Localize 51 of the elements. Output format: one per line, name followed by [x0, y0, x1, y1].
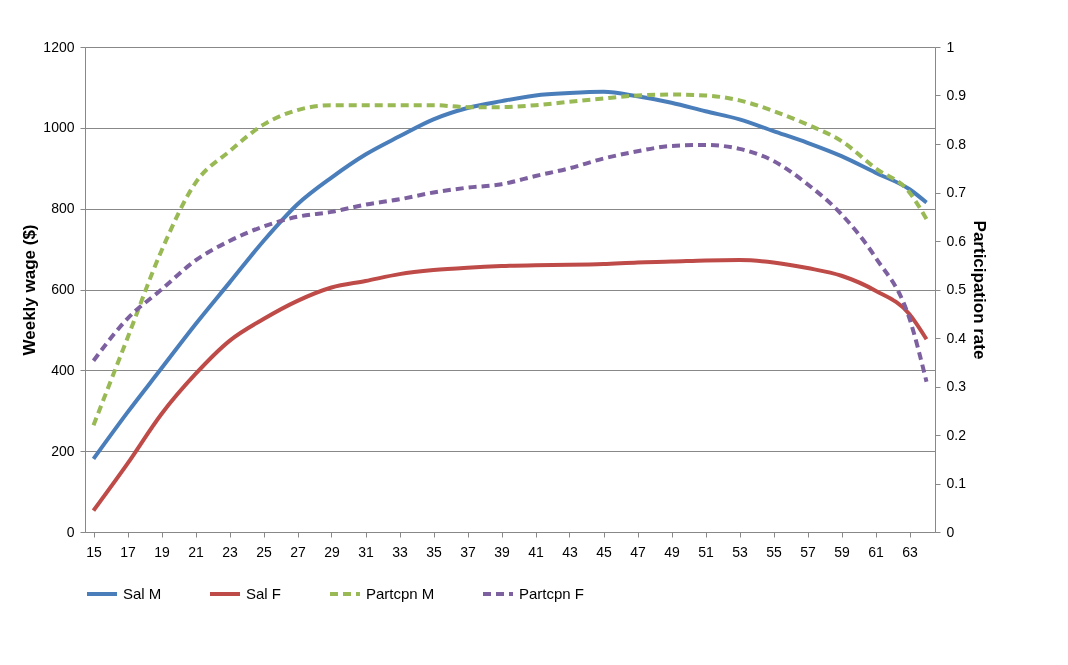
legend-label: Partcpn M [366, 585, 435, 602]
x-tick-label: 25 [256, 543, 272, 560]
x-tick-label: 41 [528, 543, 544, 560]
legend-label: Sal F [246, 585, 282, 602]
y2-tick-label: 0.3 [946, 378, 967, 394]
x-tick-label: 47 [630, 543, 646, 560]
x-tick-label: 21 [188, 543, 204, 560]
line-series [91, 142, 929, 384]
y2-tick-label: 0.7 [946, 184, 967, 200]
legend-label: Partcpn F [519, 585, 585, 602]
x-tick-label: 43 [562, 543, 578, 560]
x-tick-label: 27 [290, 543, 306, 560]
x-tick-label: 51 [698, 543, 714, 560]
y2-tick-label: 0.6 [946, 232, 967, 249]
x-tick-label: 19 [154, 543, 170, 560]
y-tick-label: 1000 [43, 119, 75, 136]
x-tick-label: 57 [800, 543, 816, 560]
y2-tick-label: 1 [946, 38, 955, 55]
x-tick-label: 37 [460, 543, 476, 560]
y-tick-label: 600 [51, 281, 75, 297]
legend-label: Sal M [123, 585, 162, 602]
x-tick-label: 59 [834, 543, 850, 560]
y2-tick-label: 0 [946, 523, 955, 540]
y-axis-title: Weekly wage ($) [20, 224, 40, 356]
y2-tick-label: 0.8 [946, 135, 967, 152]
y2-tick-label: 0.9 [946, 87, 967, 103]
x-tick-label: 39 [494, 543, 510, 560]
x-tick-label: 29 [324, 543, 340, 560]
y2-tick-label: 0.1 [946, 475, 967, 491]
y-tick-label: 1200 [43, 38, 75, 55]
x-tick-label: 49 [664, 543, 680, 560]
y-tick-label: 800 [51, 200, 75, 217]
x-tick-label: 31 [358, 543, 374, 560]
y2-tick-label: 0.4 [946, 329, 967, 346]
x-tick-label: 17 [120, 543, 136, 560]
x-tick-label: 33 [392, 543, 408, 560]
y-tick-label: 200 [51, 442, 75, 459]
x-tick-label: 63 [902, 543, 918, 560]
line-series [91, 258, 929, 513]
x-tick-label: 23 [222, 543, 238, 560]
x-tick-label: 55 [766, 543, 782, 560]
y2-tick-label: 0.5 [946, 281, 967, 297]
x-tick-label: 15 [86, 543, 102, 560]
y-tick-label: 0 [66, 523, 75, 540]
x-tick-label: 35 [426, 543, 442, 560]
y-tick-label: 400 [51, 361, 75, 378]
x-tick-label: 53 [732, 543, 748, 560]
x-tick-label: 61 [868, 543, 884, 560]
y2-axis-title: Participation rate [969, 220, 989, 360]
x-tick-label: 45 [596, 543, 612, 560]
y2-tick-label: 0.2 [946, 426, 967, 443]
